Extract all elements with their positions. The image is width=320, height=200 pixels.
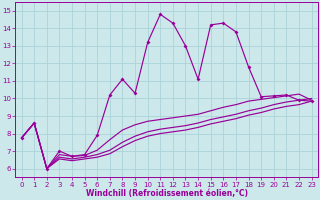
X-axis label: Windchill (Refroidissement éolien,°C): Windchill (Refroidissement éolien,°C) xyxy=(85,189,248,198)
